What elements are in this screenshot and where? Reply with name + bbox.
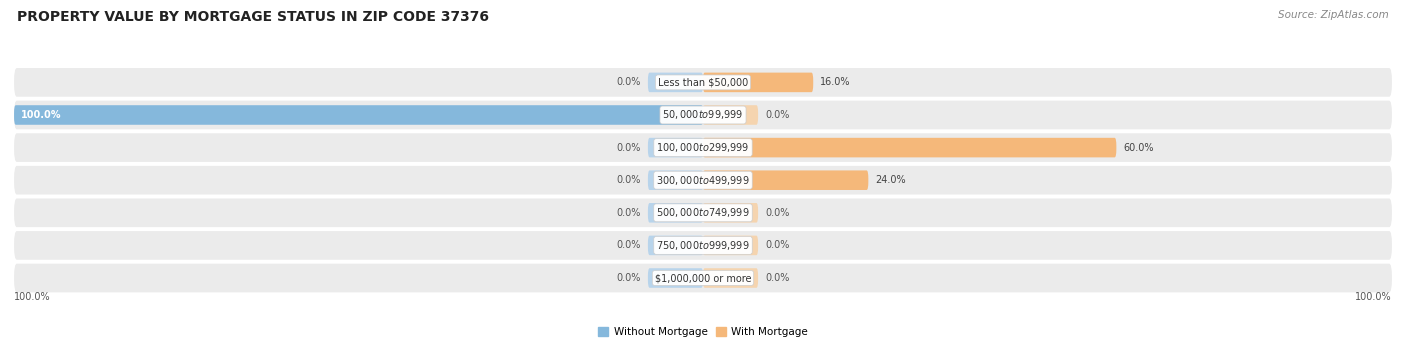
- FancyBboxPatch shape: [703, 268, 758, 288]
- Text: 16.0%: 16.0%: [820, 78, 851, 87]
- FancyBboxPatch shape: [14, 231, 1392, 260]
- FancyBboxPatch shape: [14, 68, 1392, 97]
- FancyBboxPatch shape: [703, 138, 1116, 157]
- Text: $1,000,000 or more: $1,000,000 or more: [655, 273, 751, 283]
- Text: $50,000 to $99,999: $50,000 to $99,999: [662, 108, 744, 121]
- FancyBboxPatch shape: [703, 73, 813, 92]
- FancyBboxPatch shape: [14, 105, 703, 125]
- Text: Source: ZipAtlas.com: Source: ZipAtlas.com: [1278, 10, 1389, 20]
- Text: 0.0%: 0.0%: [765, 240, 789, 250]
- Text: Less than $50,000: Less than $50,000: [658, 78, 748, 87]
- Text: 0.0%: 0.0%: [765, 110, 789, 120]
- FancyBboxPatch shape: [703, 105, 758, 125]
- Text: $100,000 to $299,999: $100,000 to $299,999: [657, 141, 749, 154]
- FancyBboxPatch shape: [703, 236, 758, 255]
- Text: 0.0%: 0.0%: [617, 175, 641, 185]
- Text: 0.0%: 0.0%: [617, 78, 641, 87]
- Text: 0.0%: 0.0%: [617, 273, 641, 283]
- Text: 100.0%: 100.0%: [21, 110, 62, 120]
- Text: 100.0%: 100.0%: [1355, 292, 1392, 302]
- Text: 60.0%: 60.0%: [1123, 142, 1154, 153]
- Text: 24.0%: 24.0%: [875, 175, 905, 185]
- FancyBboxPatch shape: [14, 166, 1392, 194]
- Legend: Without Mortgage, With Mortgage: Without Mortgage, With Mortgage: [598, 327, 808, 337]
- FancyBboxPatch shape: [703, 170, 869, 190]
- Text: 0.0%: 0.0%: [765, 208, 789, 218]
- Text: $300,000 to $499,999: $300,000 to $499,999: [657, 174, 749, 187]
- Text: 0.0%: 0.0%: [617, 142, 641, 153]
- Text: PROPERTY VALUE BY MORTGAGE STATUS IN ZIP CODE 37376: PROPERTY VALUE BY MORTGAGE STATUS IN ZIP…: [17, 10, 489, 24]
- FancyBboxPatch shape: [648, 170, 703, 190]
- FancyBboxPatch shape: [648, 138, 703, 157]
- FancyBboxPatch shape: [648, 73, 703, 92]
- Text: 0.0%: 0.0%: [617, 208, 641, 218]
- Text: 0.0%: 0.0%: [765, 273, 789, 283]
- FancyBboxPatch shape: [14, 199, 1392, 227]
- Text: $500,000 to $749,999: $500,000 to $749,999: [657, 206, 749, 219]
- Text: 0.0%: 0.0%: [617, 240, 641, 250]
- FancyBboxPatch shape: [648, 268, 703, 288]
- FancyBboxPatch shape: [648, 236, 703, 255]
- FancyBboxPatch shape: [648, 203, 703, 223]
- FancyBboxPatch shape: [14, 101, 1392, 129]
- Text: $750,000 to $999,999: $750,000 to $999,999: [657, 239, 749, 252]
- Text: 100.0%: 100.0%: [14, 292, 51, 302]
- FancyBboxPatch shape: [14, 264, 1392, 292]
- FancyBboxPatch shape: [703, 203, 758, 223]
- FancyBboxPatch shape: [14, 133, 1392, 162]
